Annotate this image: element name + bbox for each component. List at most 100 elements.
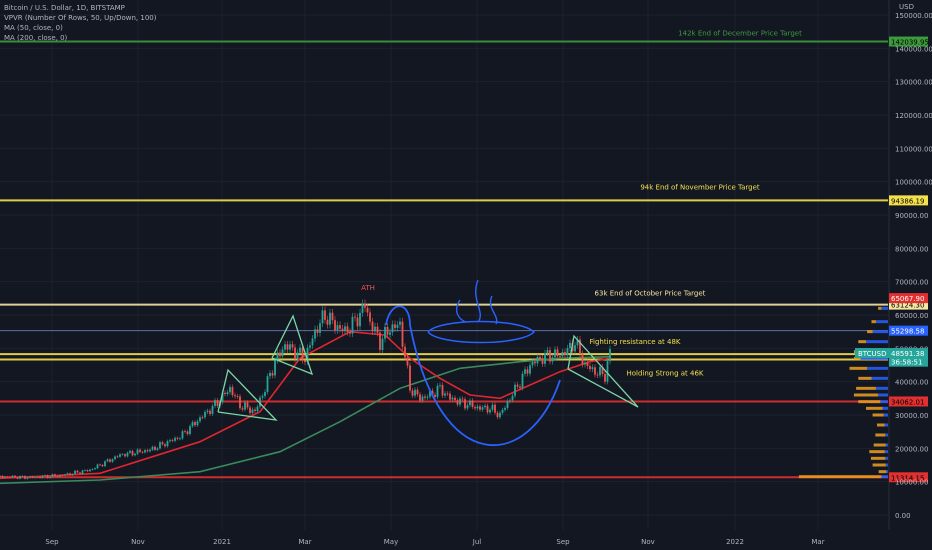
candle-body	[474, 407, 476, 409]
vp-bar-down	[878, 470, 887, 474]
candle-body	[259, 397, 261, 407]
candle-body	[111, 459, 114, 462]
candle-body	[314, 329, 316, 339]
candle-body	[289, 344, 291, 350]
candle-body	[589, 365, 591, 370]
symbol-title[interactable]: Bitcoin / U.S. Dollar, 1D, BITSTAMP	[4, 4, 125, 12]
price-tag: 36:58:51	[889, 356, 928, 367]
candle-body	[206, 410, 209, 412]
level-tag-label: 11314.15	[891, 474, 924, 482]
candle-body	[239, 396, 241, 409]
indicator-ma50[interactable]: MA (50, close, 0)	[4, 24, 63, 32]
candle-body	[56, 476, 59, 478]
candle-body	[431, 390, 434, 395]
level-tag-label: 63124.30	[891, 302, 924, 310]
candle-body	[514, 384, 516, 396]
candle-body	[464, 399, 466, 409]
candle-body	[549, 350, 551, 362]
candle-body	[11, 475, 14, 478]
candle-body	[136, 449, 139, 454]
vp-bar-up	[886, 470, 888, 474]
x-tick-label: Sep	[45, 538, 59, 546]
candle-body	[4, 476, 6, 478]
candle-body	[419, 394, 421, 401]
candle-body	[364, 303, 366, 308]
candle-body	[166, 441, 169, 447]
candle-body	[484, 405, 486, 408]
x-tick-label: Nov	[641, 538, 655, 546]
candle-body	[29, 476, 31, 478]
vp-bar-down	[870, 456, 886, 460]
level-annotation: Fighting resistance at 48K	[589, 338, 680, 346]
y-tick-label: 140000.00	[895, 45, 932, 53]
candle-body	[461, 398, 464, 400]
level-tag: 142039.95	[889, 36, 929, 47]
candle-body	[291, 344, 294, 348]
level-tag-bg	[889, 299, 928, 310]
candle-body	[426, 396, 429, 398]
candle-body	[194, 422, 196, 426]
candle-body	[296, 352, 299, 360]
vp-bar-up	[867, 366, 888, 370]
candle-body	[169, 440, 171, 442]
candle-body	[399, 321, 401, 325]
vp-bar-up	[860, 356, 888, 360]
vp-bar-up	[881, 306, 888, 310]
candle-body	[361, 303, 364, 313]
candle-body	[99, 464, 101, 466]
candle-body	[569, 342, 571, 349]
vp-bar-down	[853, 356, 861, 360]
candle-body	[519, 386, 521, 388]
candle-body	[524, 369, 526, 374]
candle-body	[224, 392, 226, 395]
candle-body	[246, 402, 249, 408]
vp-bar-down	[877, 423, 885, 427]
y-tick-label: 60000.00	[895, 312, 928, 320]
candle-body	[96, 464, 99, 469]
candle-body	[204, 411, 206, 418]
ma50-path	[0, 330, 611, 480]
level-tag: 34062.01	[889, 396, 928, 407]
candle-body	[209, 410, 211, 414]
candle-body	[501, 409, 504, 413]
level-tag-bg	[889, 396, 928, 407]
triangle-pattern	[217, 368, 278, 421]
candle-body	[144, 450, 146, 453]
candle-body	[384, 326, 386, 339]
candle-body	[191, 422, 194, 427]
candle-body	[156, 448, 159, 450]
candle-body	[284, 344, 286, 350]
candle-body	[189, 426, 191, 435]
indicator-vpvr[interactable]: VPVR (Number Of Rows, 50, Up/Down, 100)	[4, 14, 157, 22]
x-tick-label: Mar	[811, 538, 824, 546]
candle-body	[386, 326, 389, 335]
level-annotation: 63k End of October Price Target	[595, 290, 706, 298]
candle-body	[79, 472, 81, 474]
steam-line	[456, 299, 467, 323]
cup-rim	[427, 320, 536, 344]
candle-body	[319, 323, 321, 333]
candle-body	[411, 390, 414, 396]
candle-body	[561, 351, 564, 357]
indicator-ma200[interactable]: MA (200, close, 0)	[4, 34, 68, 42]
vp-bar-down	[878, 306, 882, 310]
candle-body	[131, 450, 134, 456]
candle-body	[381, 338, 384, 350]
vp-bar-down	[849, 366, 868, 370]
vp-bar-up	[875, 386, 888, 390]
candle-body	[496, 412, 499, 418]
candle-body	[44, 475, 46, 477]
candle-body	[396, 324, 399, 328]
candle-body	[134, 453, 136, 456]
candle-body	[559, 356, 561, 357]
candle-body	[441, 385, 444, 396]
candle-body	[311, 338, 314, 346]
candle-body	[351, 316, 354, 334]
level-annotation: Holding Strong at 46K	[626, 369, 703, 377]
vp-bar-up	[885, 463, 888, 467]
level-annotation: 142k End of December Price Target	[678, 30, 802, 38]
y-tick-label: 120000.00	[895, 112, 932, 120]
vp-bar-up	[875, 320, 888, 324]
candle-body	[446, 393, 449, 395]
